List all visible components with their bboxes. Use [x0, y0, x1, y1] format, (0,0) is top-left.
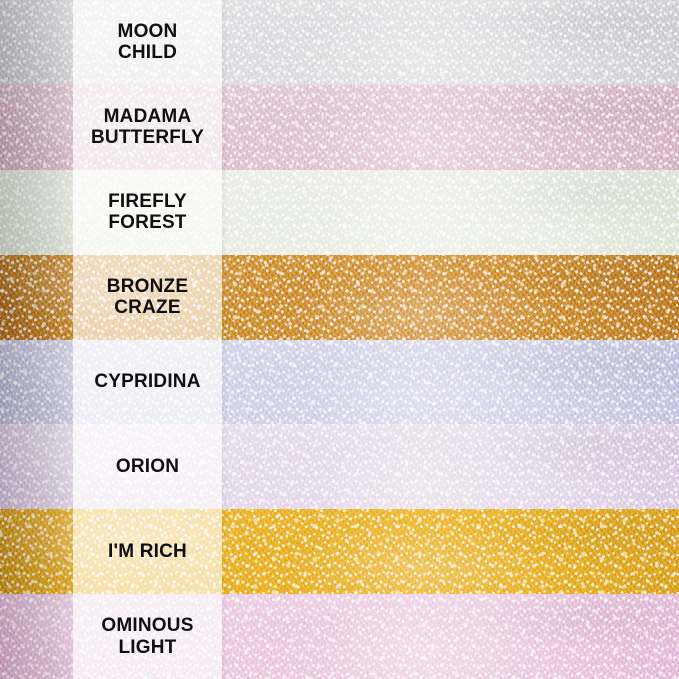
swatch-left-dense-strip: [0, 84, 73, 170]
shade-name-label: CYPRIDINA: [94, 371, 201, 393]
shade-name-label: MOON CHILD: [117, 21, 178, 64]
swatch-mid-seam: [222, 169, 228, 255]
swatch-left-dense-strip: [0, 594, 73, 679]
swatch-left-dense-strip: [0, 339, 73, 425]
shade-label-cell: FIREFLY FOREST: [0, 170, 679, 255]
shade-label-cell: ORION: [0, 424, 679, 509]
shade-name-label: ORION: [115, 456, 180, 478]
swatch-mid-seam: [222, 0, 228, 85]
swatch-mid-seam: [222, 339, 228, 425]
shade-label-cell: I'M RICH: [0, 509, 679, 594]
shade-name-label: I'M RICH: [108, 541, 187, 563]
shade-name-label: OMINOUS LIGHT: [101, 615, 194, 658]
swatch-left-dense-strip: [0, 254, 73, 340]
shade-name-label: FIREFLY FOREST: [108, 190, 187, 234]
swatch-mid-seam: [222, 254, 228, 340]
shade-label-cell: CYPRIDINA: [0, 340, 679, 425]
swatch-left-dense-strip: [0, 424, 73, 510]
swatch-mid-seam: [222, 509, 228, 595]
shade-label-cell: BRONZE CRAZE: [0, 255, 679, 340]
swatch-mid-seam: [222, 424, 228, 510]
shade-label-cell: MOON CHILD: [0, 0, 679, 85]
swatch-left-dense-strip: [0, 0, 73, 85]
shade-label-cell: OMINOUS LIGHT: [0, 594, 679, 679]
swatch-mid-seam: [222, 84, 228, 170]
shade-name-label: MADAMA BUTTERFLY: [91, 106, 204, 149]
shade-name-label: BRONZE CRAZE: [106, 275, 189, 319]
swatch-mid-seam: [222, 594, 228, 679]
shade-label-cell: MADAMA BUTTERFLY: [0, 85, 679, 170]
swatch-left-dense-strip: [0, 509, 73, 595]
swatch-left-dense-strip: [0, 169, 73, 255]
